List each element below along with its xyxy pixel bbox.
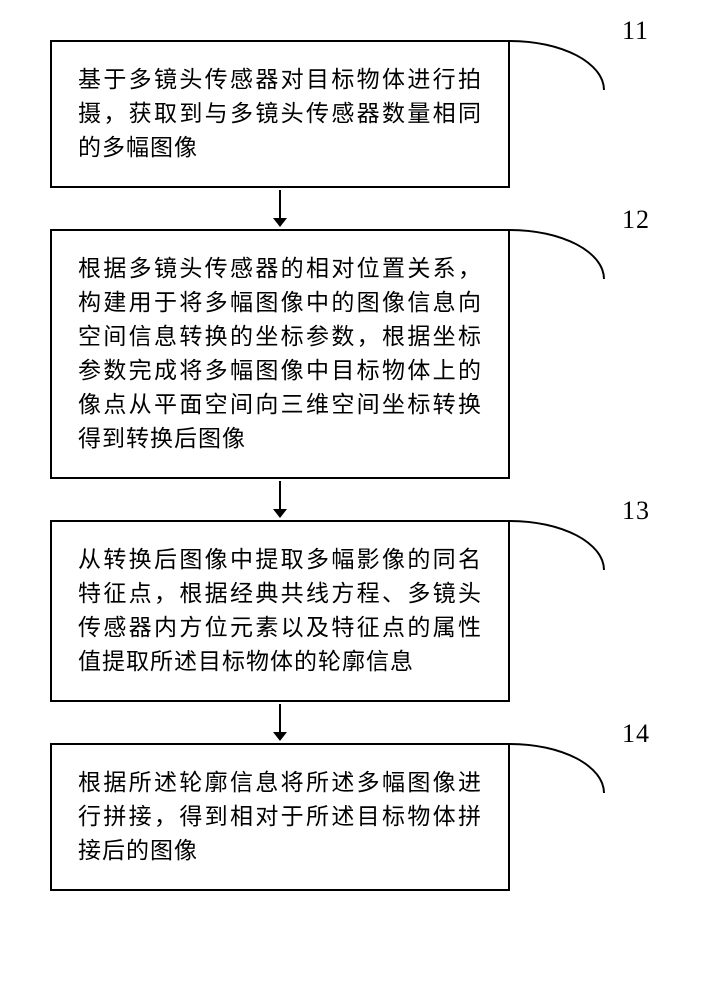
label-connector-line xyxy=(510,520,605,570)
flowchart-box-text: 从转换后图像中提取多幅影像的同名特征点，根据经典共线方程、多镜头传感器内方位元素… xyxy=(78,543,482,679)
flow-arrow xyxy=(50,188,510,229)
flowchart-box-text: 根据所述轮廓信息将所述多幅图像进行拼接，得到相对于所述目标物体拼接后的图像 xyxy=(78,766,482,868)
flow-arrow xyxy=(50,479,510,520)
flowchart-box-step-4: 根据所述轮廓信息将所述多幅图像进行拼接，得到相对于所述目标物体拼接后的图像14 xyxy=(50,743,510,891)
label-connector-line xyxy=(510,229,605,279)
flowchart-box-step-3: 从转换后图像中提取多幅影像的同名特征点，根据经典共线方程、多镜头传感器内方位元素… xyxy=(50,520,510,702)
flow-arrow xyxy=(50,702,510,743)
arrow-line xyxy=(279,481,281,509)
flowchart-box-step-2: 根据多镜头传感器的相对位置关系，构建用于将多幅图像中的图像信息向空间信息转换的坐… xyxy=(50,229,510,479)
step-label: 12 xyxy=(622,203,650,237)
arrow-head-icon xyxy=(273,218,287,227)
flowchart-box-step-1: 基于多镜头传感器对目标物体进行拍摄，获取到与多镜头传感器数量相同的多幅图像11 xyxy=(50,40,510,188)
arrow-head-icon xyxy=(273,509,287,518)
step-label: 14 xyxy=(622,717,650,751)
arrow-head-icon xyxy=(273,732,287,741)
label-connector-line xyxy=(510,40,605,90)
label-connector-line xyxy=(510,743,605,793)
flowchart-box-text: 基于多镜头传感器对目标物体进行拍摄，获取到与多镜头传感器数量相同的多幅图像 xyxy=(78,63,482,165)
step-label: 13 xyxy=(622,494,650,528)
step-label: 11 xyxy=(622,14,649,48)
flowchart-container: 基于多镜头传感器对目标物体进行拍摄，获取到与多镜头传感器数量相同的多幅图像11 根… xyxy=(50,40,662,891)
arrow-line xyxy=(279,704,281,732)
flowchart-box-text: 根据多镜头传感器的相对位置关系，构建用于将多幅图像中的图像信息向空间信息转换的坐… xyxy=(78,252,482,456)
arrow-line xyxy=(279,190,281,218)
